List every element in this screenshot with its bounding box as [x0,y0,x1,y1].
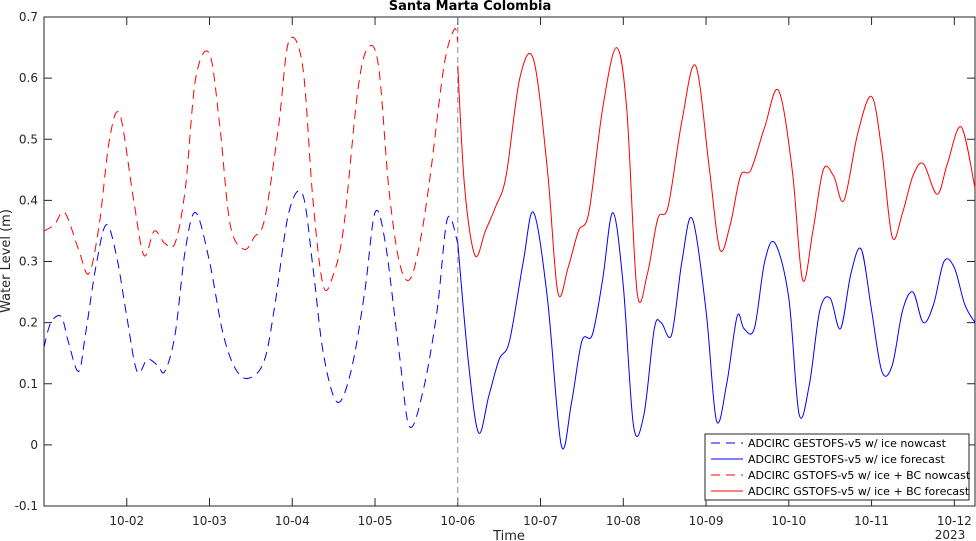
year-label: 2023 [935,528,966,541]
y-tick-label: 0.1 [19,377,38,391]
series-line-0 [43,190,459,428]
x-tick-label: 10-04 [275,514,310,528]
y-axis-ticks: -0.1 0 0.1 0.2 0.3 0.4 0.5 0.6 0.7 [15,10,975,513]
x-tick-label: 10-11 [854,514,889,528]
x-axis-label: Time [492,529,525,541]
y-tick-label: 0.3 [19,255,38,269]
legend-entry: ADCIRC GESTOFS-v5 w/ ice forecast [748,453,946,466]
legend-entry: ADCIRC GSTOFS-v5 w/ ice + BC forecast [748,485,970,498]
x-tick-label: 10-07 [523,514,558,528]
chart-title: Santa Marta Colombia [389,0,551,14]
y-tick-label: 0.4 [19,193,38,207]
legend-entry: ADCIRC GESTOFS-v5 w/ ice nowcast [748,437,947,450]
y-tick-label: 0.6 [19,71,38,85]
plot-area [43,16,976,507]
series-line-1 [457,211,976,450]
y-tick-label: -0.1 [15,499,38,513]
y-tick-label: 0.5 [19,132,38,146]
x-tick-label: 10-06 [440,514,475,528]
series-line-2 [43,27,459,292]
series-line-3 [457,47,976,303]
legend-entry: ADCIRC GSTOFS-v5 w/ ice + BC nowcast [748,469,971,482]
x-tick-label: 10-03 [192,514,227,528]
legend: ADCIRC GESTOFS-v5 w/ ice nowcast ADCIRC G… [704,433,971,501]
y-tick-label: 0.2 [19,316,38,330]
x-axis-ticks: 10-02 10-03 10-04 10-05 10-06 10-07 10-08 10-09… [109,17,972,528]
y-tick-label: 0 [30,438,38,452]
x-tick-label: 10-08 [606,514,641,528]
legend-box [704,433,970,501]
x-tick-label: 10-05 [358,514,393,528]
x-tick-label: 10-09 [689,514,724,528]
y-tick-label: 0.7 [19,10,38,24]
series-lines [43,27,976,450]
x-tick-label: 10-12 [937,514,972,528]
y-axis-label: Water Level (m) [0,209,14,313]
x-tick-label: 10-02 [109,514,144,528]
x-tick-label: 10-10 [771,514,806,528]
